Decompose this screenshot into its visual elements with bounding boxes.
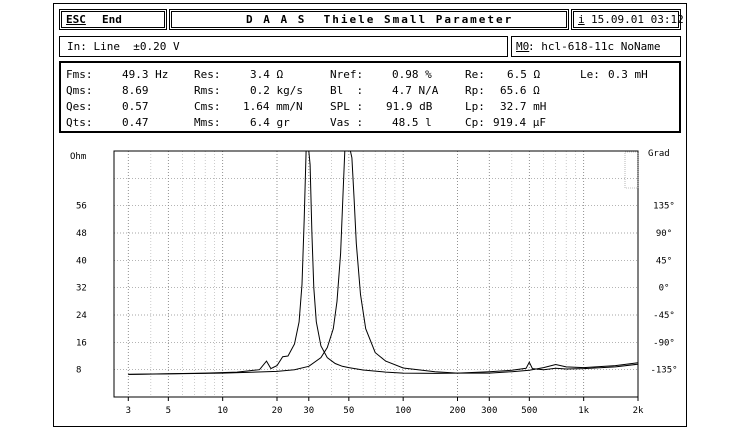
param-value: 4.7 N/A [392, 84, 439, 97]
param-label: Le: [580, 68, 600, 81]
y-axis-left-ticks: 8 16 24 32 40 48 56 [76, 202, 87, 376]
param-value: 65.6 Ω [500, 84, 540, 97]
right-axis-unit: Grad [648, 149, 670, 159]
param-value: 1.64 mm/N [243, 100, 303, 113]
param-label: Cp: [465, 116, 485, 129]
title-bar: D A A S Thiele Small Parameter [169, 9, 569, 30]
param-label: Mms: [194, 116, 221, 129]
y-tick-label-left: 32 [76, 284, 87, 294]
param-value: 6.5 Ω [507, 68, 541, 81]
param-value: 3.4 Ω [250, 68, 284, 81]
esc-end-button[interactable]: ESC End [59, 9, 167, 30]
x-tick-label: 3 [126, 406, 131, 416]
x-tick-label: 100 [395, 406, 411, 416]
grid-minor [150, 151, 576, 397]
param-label: Bl : [330, 84, 364, 97]
memory-box[interactable]: M0 : hcl-618-11c NoName [511, 36, 681, 57]
plot-corner-box [624, 151, 639, 189]
left-axis-unit: Ohm [70, 152, 86, 162]
y-tick-label-left: 56 [76, 202, 87, 212]
esc-key-label: ESC [66, 13, 86, 26]
param-label: Rms: [194, 84, 221, 97]
param-label: Qts: [66, 116, 93, 129]
x-tick-label: 1k [578, 406, 589, 416]
param-value: 32.7 mH [500, 100, 547, 113]
param-value: 48.5 l [392, 116, 432, 129]
x-tick-label: 200 [449, 406, 465, 416]
grid-major [114, 151, 639, 397]
y-tick-label-left: 24 [76, 311, 87, 321]
param-label: Res: [194, 68, 221, 81]
info-icon[interactable]: i [578, 13, 585, 26]
param-value: 0.2 kg/s [250, 84, 303, 97]
x-tick-label: 20 [272, 406, 283, 416]
param-value: 8.69 [122, 84, 149, 97]
y-tick-label-right: 0° [659, 284, 670, 294]
param-value: 0.57 [122, 100, 149, 113]
param-label: Rp: [465, 84, 485, 97]
input-level-box: In: Line ±0.20 V [59, 36, 508, 57]
memory-value: : hcl-618-11c NoName [528, 40, 661, 53]
curves [128, 151, 638, 375]
y-tick-label-right: 45° [656, 256, 672, 266]
param-label: Cms: [194, 100, 221, 113]
impedance-curve-2 [128, 151, 638, 375]
datetime-text: 15.09.01 03:12 [591, 13, 684, 26]
param-value: 0.98 % [392, 68, 432, 81]
param-value: 0.47 [122, 116, 149, 129]
y-tick-label-right: -135° [650, 366, 677, 376]
end-label: End [102, 13, 122, 26]
param-label: Fms: [66, 68, 93, 81]
x-tick-label: 500 [521, 406, 537, 416]
param-label: SPL : [330, 100, 364, 113]
x-tick-label: 2k [633, 406, 644, 416]
param-value: 49.3 Hz [122, 68, 169, 81]
y-tick-label-left: 8 [76, 366, 81, 376]
y-tick-label-left: 16 [76, 338, 87, 348]
y-tick-label-right: -45° [653, 311, 675, 321]
param-label: Re: [465, 68, 485, 81]
param-label: Nref: [330, 68, 364, 81]
plot-border [113, 150, 639, 398]
param-label: Lp: [465, 100, 485, 113]
y-tick-label-right: -90° [653, 338, 675, 348]
datetime-box: i 15.09.01 03:12 [571, 9, 684, 30]
param-label: Qes: [66, 100, 93, 113]
x-tick-label: 10 [217, 406, 228, 416]
y-tick-label-right: 135° [653, 202, 675, 212]
x-axis-ticks: 3 5 10 20 30 50 100 200 300 500 1k 2k [126, 397, 644, 416]
param-value: 919.4 µF [493, 116, 546, 129]
x-tick-label: 300 [481, 406, 497, 416]
y-tick-label-left: 48 [76, 229, 87, 239]
app-window: ESC End D A A S Thiele Small Parameter i… [53, 3, 687, 427]
impedance-chart: 3 5 10 20 30 50 100 200 300 500 1k 2k 8 16 24 32 40 48 56… [70, 149, 678, 416]
x-tick-label: 50 [343, 406, 354, 416]
x-tick-label: 30 [303, 406, 314, 416]
params-panel: Fms: 49.3 Hz Qms: 8.69 Qes: 0.57 Qts: 0.… [59, 61, 681, 133]
y-tick-label-right: 90° [656, 229, 672, 239]
param-label: Qms: [66, 84, 93, 97]
param-value: 91.9 dB [386, 100, 433, 113]
param-value: 6.4 gr [250, 116, 290, 129]
x-tick-label: 5 [166, 406, 171, 416]
param-value: 0.3 mH [608, 68, 648, 81]
param-label: Vas : [330, 116, 364, 129]
impedance-curve-1 [128, 151, 638, 375]
input-level-text: In: Line ±0.20 V [67, 40, 180, 53]
y-tick-label-left: 40 [76, 256, 87, 266]
y-axis-right-ticks: -135° -90° -45° 0° 45° 90° 135° [650, 202, 677, 376]
memory-key: M0 [516, 40, 530, 53]
app-title: D A A S Thiele Small Parameter [246, 13, 514, 26]
